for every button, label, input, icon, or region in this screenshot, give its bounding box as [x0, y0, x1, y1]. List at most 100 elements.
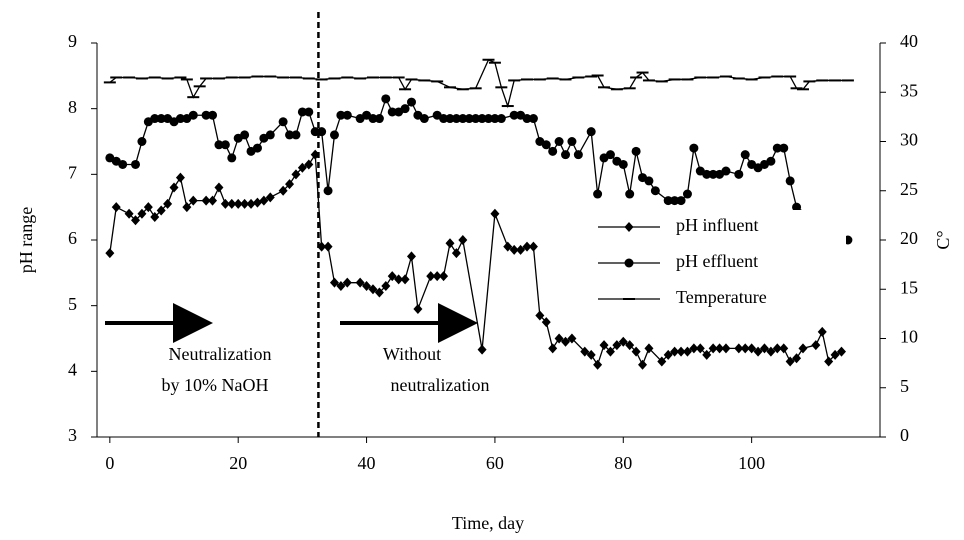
- marker-diamond: [297, 162, 307, 173]
- marker-diamond: [310, 149, 320, 160]
- marker-diamond: [406, 251, 416, 262]
- marker-circle: [297, 107, 307, 117]
- marker-circle: [201, 110, 211, 120]
- marker-circle: [496, 114, 506, 124]
- marker-diamond: [111, 202, 121, 213]
- marker-diamond: [593, 359, 603, 370]
- marker-diamond: [439, 271, 449, 282]
- marker-diamond: [143, 202, 153, 213]
- x-tick-label: 40: [358, 453, 376, 473]
- marker-circle: [477, 114, 487, 124]
- marker-diamond: [175, 172, 185, 183]
- marker-diamond: [798, 343, 808, 354]
- y2-tick-label: 35: [900, 80, 918, 100]
- marker-circle: [779, 143, 789, 153]
- marker-diamond: [336, 280, 346, 291]
- marker-diamond: [624, 222, 634, 232]
- y2-tick-label: 5: [900, 376, 909, 396]
- marker-circle: [734, 169, 744, 179]
- marker-circle: [740, 150, 750, 160]
- marker-diamond: [554, 333, 564, 344]
- marker-diamond: [426, 271, 436, 282]
- marker-diamond: [580, 346, 590, 357]
- x-tick-label: 100: [738, 453, 765, 473]
- marker-circle: [278, 117, 288, 127]
- marker-diamond: [220, 198, 230, 209]
- marker-diamond: [182, 202, 192, 213]
- marker-diamond: [721, 343, 731, 354]
- y-axis-label: pH range: [16, 207, 36, 273]
- marker-circle: [464, 114, 474, 124]
- y2-tick-label: 30: [900, 130, 918, 150]
- marker-diamond: [374, 287, 384, 298]
- y-tick-label: 4: [68, 359, 77, 379]
- marker-circle: [150, 114, 160, 124]
- marker-circle: [445, 114, 455, 124]
- marker-diamond: [477, 344, 487, 355]
- marker-diamond: [503, 241, 513, 252]
- marker-circle: [490, 114, 500, 124]
- marker-circle: [561, 150, 571, 160]
- marker-circle: [792, 202, 802, 212]
- y2-tick-label: 0: [900, 425, 909, 445]
- marker-circle: [419, 114, 429, 124]
- marker-diamond: [137, 208, 147, 219]
- marker-circle: [772, 143, 782, 153]
- marker-diamond: [772, 343, 782, 354]
- marker-diamond: [208, 195, 218, 206]
- marker-circle: [188, 110, 198, 120]
- marker-diamond: [490, 208, 500, 219]
- marker-diamond: [792, 353, 802, 364]
- marker-diamond: [734, 343, 744, 354]
- marker-diamond: [156, 205, 166, 216]
- legend-label: pH influent: [676, 215, 759, 235]
- marker-diamond: [586, 349, 596, 360]
- y-tick-label: 7: [68, 162, 77, 182]
- marker-diamond: [631, 346, 641, 357]
- marker-diamond: [323, 241, 333, 252]
- marker-diamond: [567, 333, 577, 344]
- marker-circle: [682, 189, 692, 199]
- marker-circle: [381, 94, 391, 104]
- marker-circle: [156, 114, 166, 124]
- marker-diamond: [265, 192, 275, 203]
- x-tick-label: 20: [229, 453, 247, 473]
- marker-diamond: [817, 326, 827, 337]
- y-tick-label: 5: [68, 294, 77, 314]
- annotation: Without: [383, 344, 441, 364]
- marker-circle: [439, 114, 449, 124]
- marker-circle: [676, 196, 686, 206]
- marker-circle: [317, 127, 327, 137]
- marker-diamond: [695, 343, 705, 354]
- marker-circle: [137, 137, 147, 146]
- marker-diamond: [753, 346, 763, 357]
- marker-circle: [766, 156, 776, 166]
- marker-diamond: [214, 182, 224, 193]
- marker-diamond: [240, 198, 250, 209]
- series: [103, 58, 854, 109]
- marker-circle: [586, 127, 596, 137]
- legend-label: pH effluent: [676, 251, 758, 271]
- marker-diamond: [285, 179, 295, 190]
- marker-circle: [644, 176, 654, 186]
- marker-circle: [702, 169, 712, 179]
- marker-diamond: [830, 349, 840, 360]
- marker-circle: [368, 114, 378, 124]
- marker-circle: [374, 114, 384, 124]
- marker-diamond: [509, 244, 519, 255]
- marker-diamond: [413, 303, 423, 314]
- y2-tick-label: 15: [900, 277, 918, 297]
- legend: pH influent pH effluent Temperature: [588, 210, 846, 320]
- marker-circle: [625, 189, 635, 199]
- marker-diamond: [342, 277, 352, 288]
- marker-circle: [406, 97, 416, 107]
- annotation: by 10% NaOH: [162, 375, 269, 395]
- marker-circle: [593, 189, 603, 199]
- marker-circle: [650, 186, 660, 196]
- marker-diamond: [785, 356, 795, 367]
- marker-circle: [118, 159, 128, 169]
- marker-circle: [329, 130, 339, 140]
- marker-diamond: [766, 346, 776, 357]
- marker-diamond: [708, 343, 718, 354]
- marker-circle: [214, 140, 224, 150]
